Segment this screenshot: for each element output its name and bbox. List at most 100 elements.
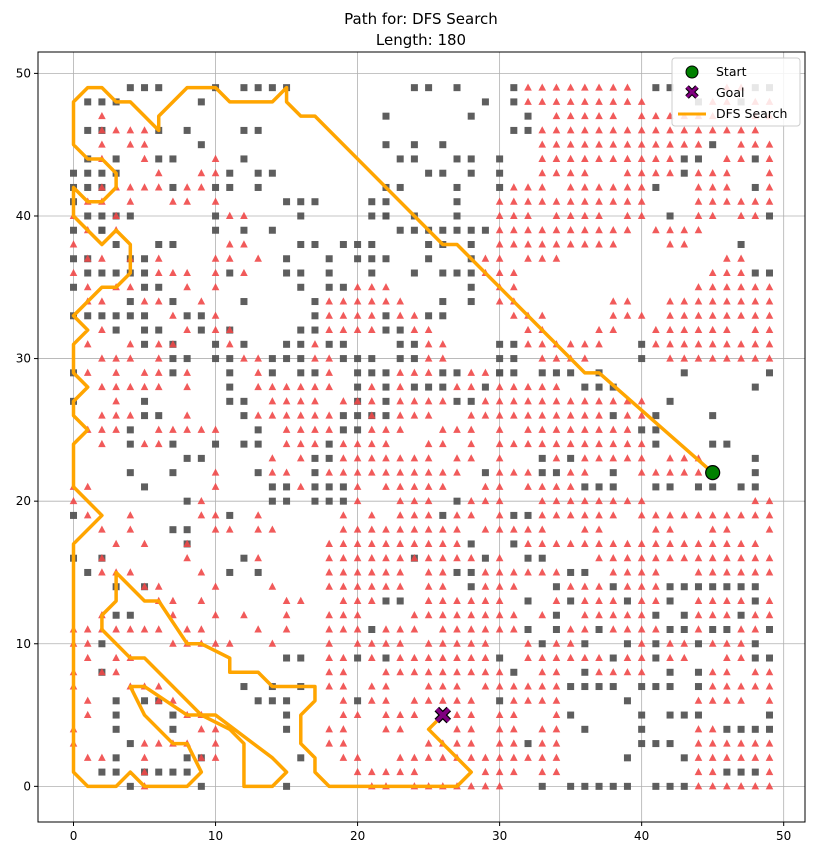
wall-marker [98,226,106,234]
wall-marker [410,355,418,363]
hazard-marker [666,240,674,248]
hazard-marker [296,425,305,433]
hazard-marker [765,525,774,533]
hazard-marker [694,211,703,219]
wall-marker [439,141,447,149]
hazard-marker [737,625,745,633]
hazard-marker [666,226,674,234]
hazard-marker [439,425,447,433]
wall-marker [737,725,745,733]
hazard-marker [566,425,575,433]
hazard-marker [581,340,589,348]
hazard-marker [126,354,135,362]
x-tick-label: 0 [70,829,78,843]
hazard-marker [268,525,277,533]
wall-marker [453,269,461,277]
wall-marker [141,326,149,334]
hazard-marker [637,140,646,148]
hazard-marker [595,240,603,248]
wall-marker [410,155,418,163]
hazard-marker [325,653,333,662]
hazard-marker [481,682,490,690]
hazard-marker [396,411,404,419]
wall-marker [666,583,674,591]
wall-marker [254,84,262,92]
wall-marker [496,654,504,662]
wall-marker [439,298,447,306]
wall-marker [297,654,305,662]
hazard-marker [765,197,774,205]
hazard-marker [382,767,390,776]
hazard-marker [751,496,760,505]
wall-marker [126,312,134,320]
hazard-marker [453,682,461,690]
hazard-marker [240,211,248,219]
chart-title: Path for: DFS Search [344,10,498,28]
hazard-marker [83,710,92,719]
wall-marker [567,568,575,576]
hazard-marker [637,639,646,647]
wall-marker [311,298,319,306]
wall-marker [524,126,532,134]
hazard-marker [623,411,632,419]
wall-marker [496,155,504,163]
wall-marker [496,697,504,705]
wall-marker [141,269,149,277]
chart-subtitle: Length: 180 [376,31,466,49]
hazard-marker [581,140,589,148]
hazard-marker [609,325,618,334]
hazard-marker [666,311,674,319]
hazard-marker [367,554,376,562]
wall-marker [183,526,191,534]
hazard-marker [382,710,390,719]
wall-marker [467,169,475,177]
hazard-marker [382,568,390,576]
wall-marker [694,583,702,591]
wall-marker [439,511,447,519]
wall-marker [382,112,390,120]
hazard-marker [453,611,461,619]
wall-marker [581,725,589,733]
hazard-marker [495,425,504,433]
hazard-marker [268,397,277,405]
legend-label-goal: Goal [716,85,744,100]
hazard-marker [666,169,674,177]
hazard-marker [183,411,191,419]
wall-marker [751,725,759,733]
hazard-marker [723,297,731,305]
hazard-marker [723,682,731,690]
wall-marker [226,269,234,277]
wall-marker [254,469,262,477]
hazard-marker [723,283,731,291]
hazard-marker [510,525,518,533]
wall-marker [339,355,347,363]
hazard-marker [637,169,646,177]
wall-marker [467,397,475,405]
hazard-marker [566,397,575,405]
hazard-marker [410,311,419,319]
hazard-marker [737,739,745,747]
hazard-marker [140,739,149,747]
wall-marker [751,269,759,277]
hazard-marker [623,397,632,405]
hazard-marker [510,767,518,776]
wall-marker [382,312,390,320]
hazard-marker [609,511,618,519]
hazard-marker [751,283,760,291]
hazard-marker [595,397,603,405]
hazard-marker [566,211,575,219]
hazard-marker [524,653,532,662]
wall-marker [453,369,461,377]
hazard-marker [524,254,532,262]
hazard-marker [552,668,561,676]
hazard-marker [225,325,234,334]
wall-marker [538,369,546,377]
hazard-marker [495,411,504,419]
hazard-marker [339,311,348,319]
hazard-marker [609,596,618,604]
wall-marker [666,212,674,220]
wall-marker [709,141,717,149]
wall-marker [212,340,220,348]
hazard-marker [708,340,717,348]
